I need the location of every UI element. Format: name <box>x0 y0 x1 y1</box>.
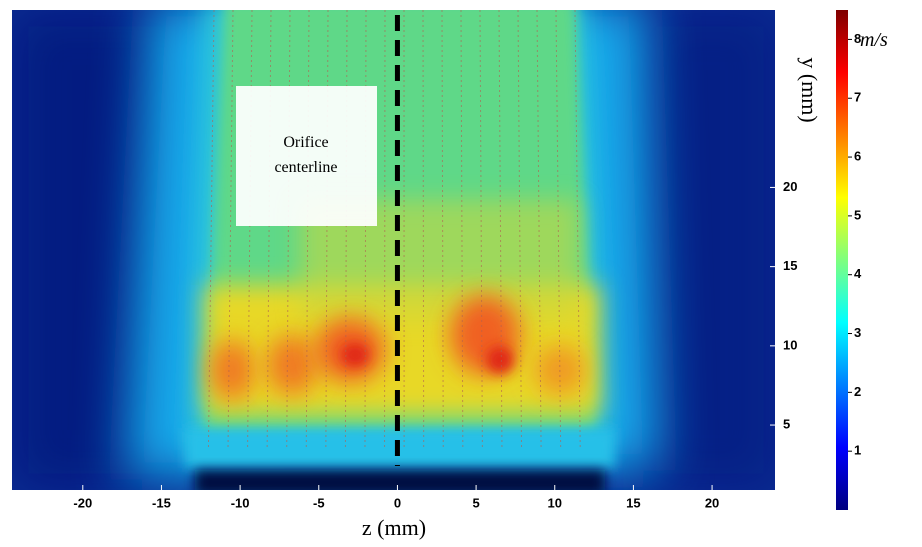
annotation-box <box>236 86 377 226</box>
annotation: Orifice <box>283 134 328 151</box>
y-tick-label: 20 <box>783 179 797 194</box>
annotation: centerline <box>274 159 337 176</box>
y-axis-label: y (mm) <box>797 57 822 122</box>
x-tick-label: -20 <box>73 495 92 510</box>
colorbar-tick-label: 6 <box>854 148 861 163</box>
colorbar-tick-label: 8 <box>854 31 861 46</box>
colorbar-tick-label: 4 <box>854 266 862 281</box>
x-tick-label: 0 <box>394 495 401 510</box>
y-tick-label: 15 <box>783 258 797 273</box>
x-tick-label: -5 <box>313 495 325 510</box>
colorbar-tick-label: 1 <box>854 443 861 458</box>
y-tick-label: 5 <box>783 416 790 431</box>
colorbar-tick-label: 5 <box>854 207 861 222</box>
colorbar-tick-label: 3 <box>854 325 861 340</box>
colorbar-label: m/s <box>860 29 888 51</box>
colorbar <box>836 10 848 510</box>
y-tick-label: 10 <box>783 337 797 352</box>
x-tick-label: 20 <box>705 495 719 510</box>
x-axis-label: z (mm) <box>362 515 426 540</box>
x-tick-label: -10 <box>231 495 250 510</box>
colorbar-tick-label: 2 <box>854 384 861 399</box>
x-tick-label: 15 <box>626 495 640 510</box>
x-tick-label: -15 <box>152 495 171 510</box>
colorbar-tick-label: 7 <box>854 90 861 105</box>
x-tick-label: 10 <box>548 495 562 510</box>
x-tick-label: 5 <box>472 495 479 510</box>
